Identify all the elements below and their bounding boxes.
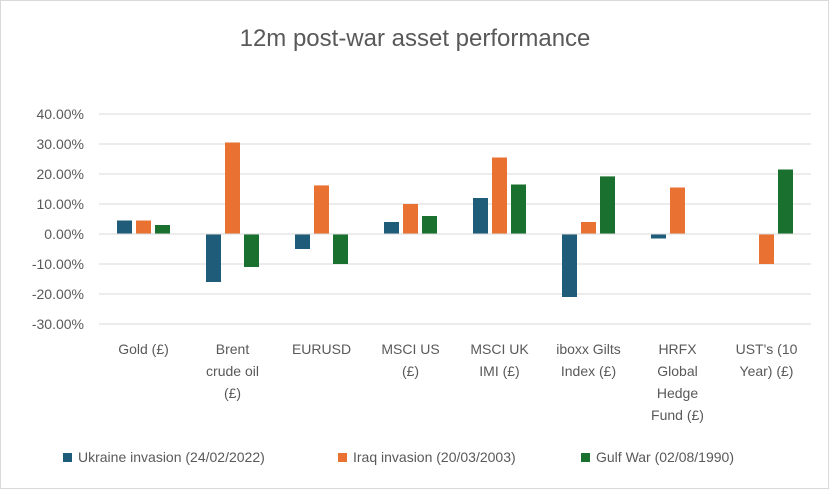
bar [511,184,526,234]
bar [778,169,793,234]
bar [600,176,615,234]
category-label: EURUSD [292,341,351,357]
y-tick-label: 40.00% [37,106,84,122]
chart-title: 12m post-war asset performance [240,25,591,52]
category-label: Brent crude oil (£) [206,341,259,401]
bar [492,157,507,234]
bars [117,142,793,297]
bar [314,185,329,234]
bar [333,234,348,264]
y-tick-label: -10.00% [32,256,84,272]
bar [155,225,170,234]
bar [473,198,488,234]
bar [117,220,132,234]
category-label: Gold (£) [118,341,169,357]
bar [244,234,259,267]
y-axis-ticks: -30.00% -20.00% -10.00% 0.00% 10.00% 20.00% 30… [32,106,84,332]
gridlines [99,113,811,325]
legend-label: Gulf War (02/08/1990) [596,449,734,465]
legend-label: Ukraine invasion (24/02/2022) [78,449,265,465]
y-tick-label: -20.00% [32,286,84,302]
bar [206,234,221,282]
y-tick-label: 20.00% [37,166,84,182]
bar [670,187,685,234]
bar [562,234,577,297]
legend-swatch [338,453,347,462]
category-label: iboxx Gilts Index (£) [556,341,621,379]
bar [651,234,666,239]
bar [422,216,437,234]
category-label: MSCI US (£) [381,341,439,379]
category-label: HRFX Global Hedge Fund (£) [651,341,704,423]
category-label: UST's (10 Year) (£) [736,341,798,379]
bar [295,234,310,249]
category-label: MSCI UK IMI (£) [470,341,529,379]
y-tick-label: 30.00% [37,136,84,152]
legend: Ukraine invasion (24/02/2022) Iraq invasi… [63,449,734,465]
legend-swatch [581,453,590,462]
legend-swatch [63,453,72,462]
y-tick-label: 0.00% [44,226,84,242]
y-tick-label: -30.00% [32,316,84,332]
bar [403,204,418,234]
bar [136,220,151,234]
legend-label: Iraq invasion (20/03/2003) [353,449,516,465]
bar [225,142,240,234]
bar [384,222,399,234]
category-labels: Gold (£) Brent crude oil (£) EURUSD MSCI US (£… [118,341,797,423]
bar [759,234,774,264]
y-tick-label: 10.00% [37,196,84,212]
bar [581,222,596,234]
